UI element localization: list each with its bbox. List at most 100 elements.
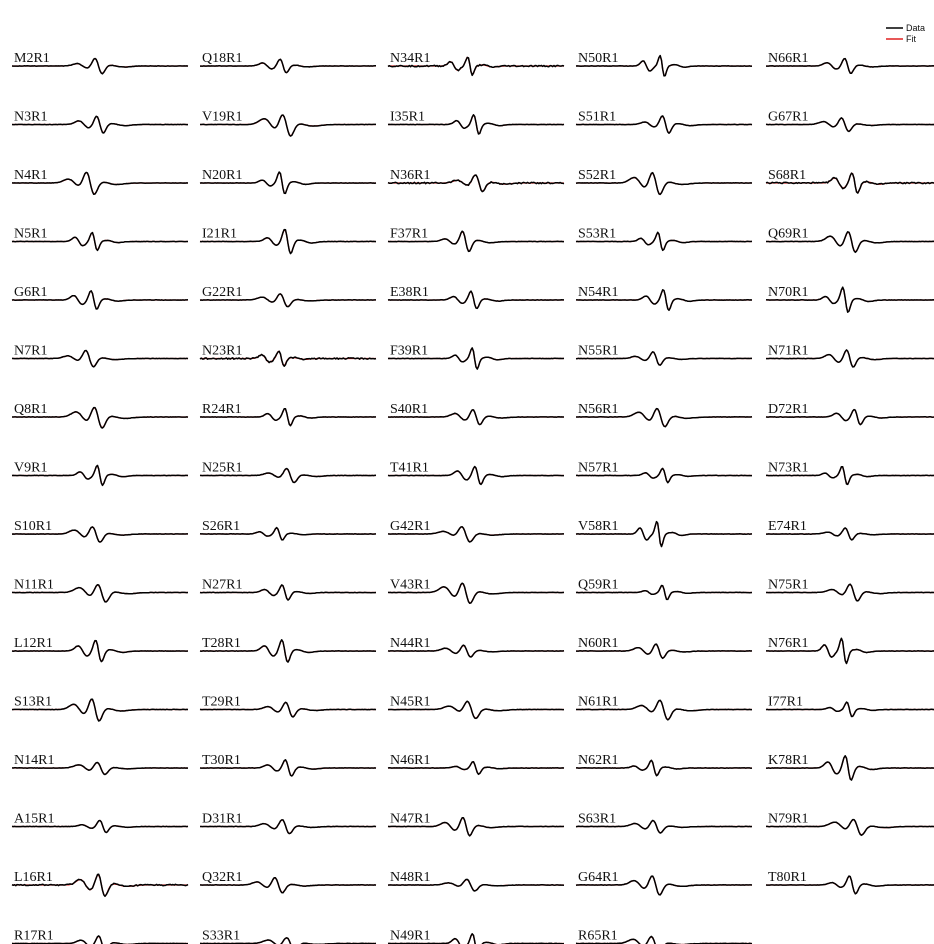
spectrum-label: N20R1 (202, 168, 242, 183)
data-trace (387, 700, 564, 720)
spectrum-label: S33R1 (202, 929, 240, 944)
spectrum-label: L12R1 (14, 636, 53, 651)
data-trace (199, 171, 377, 195)
spectrum-label: K78R1 (768, 753, 808, 768)
spectrum-label: N14R1 (14, 753, 54, 768)
data-trace (766, 637, 934, 665)
data-trace (576, 643, 753, 660)
spectrum-label: N44R1 (390, 636, 430, 651)
data-trace (766, 818, 934, 837)
spectrum-label: N76R1 (768, 636, 808, 651)
spectrum-label: N5R1 (14, 227, 47, 242)
data-trace (11, 349, 189, 368)
spectrum-label: N46R1 (390, 753, 430, 768)
data-trace (766, 583, 934, 602)
data-trace (11, 526, 188, 543)
data-trace (11, 171, 189, 196)
spectrum-label: G67R1 (768, 110, 808, 125)
data-trace (11, 873, 189, 898)
data-trace (765, 286, 934, 313)
spectrum-label: N49R1 (390, 929, 430, 944)
data-trace (765, 755, 934, 781)
spectrum-label: D31R1 (202, 812, 242, 827)
data-trace (576, 699, 752, 721)
spectrum-label: T41R1 (390, 461, 429, 476)
spectrum-label: N66R1 (768, 51, 808, 66)
spectrum-label: N11R1 (14, 578, 54, 593)
data-trace (576, 289, 753, 312)
spectrum-label: M2R1 (14, 51, 50, 66)
spectrum-label: T30R1 (202, 753, 241, 768)
legend: Data Fit (886, 23, 925, 44)
data-trace (199, 408, 377, 427)
data-trace (765, 701, 934, 718)
data-trace (199, 639, 377, 663)
spectrum-label: Q32R1 (202, 870, 242, 885)
data-trace (576, 467, 752, 484)
legend-data-label: Data (906, 23, 925, 33)
spectrum-label: A15R1 (14, 812, 54, 827)
spectrum-label: N45R1 (390, 695, 430, 710)
data-trace (575, 115, 753, 134)
data-trace (575, 875, 753, 896)
data-trace (765, 408, 934, 426)
data-trace (199, 759, 377, 777)
data-trace (387, 526, 564, 543)
spectrum-label: D72R1 (768, 402, 808, 417)
spectrum-label: N57R1 (578, 461, 618, 476)
spectrum-label: R24R1 (202, 402, 242, 417)
spectrum-label: S13R1 (14, 695, 52, 710)
spectrum-label: T29R1 (202, 695, 241, 710)
spectrum-label: N27R1 (202, 578, 242, 593)
spectrum-label: G22R1 (202, 285, 242, 300)
spectrum-label: N56R1 (578, 402, 618, 417)
spectrum-label: V9R1 (14, 461, 47, 476)
spectrum-label: G42R1 (390, 519, 430, 534)
spectrum-label: S26R1 (202, 519, 240, 534)
spectrum-label: N3R1 (14, 110, 47, 125)
data-trace (11, 115, 188, 134)
spectrum-label: V58R1 (578, 519, 618, 534)
spectra-panels: M2R1 N3R1 N4R1 N5R1 G6R1 N7R1 Q8R1 V9R1 S10R1 N11… (11, 51, 934, 944)
spectrum-label: R17R1 (14, 929, 54, 944)
spectrum-label: R65R1 (578, 929, 618, 944)
spectrum-label: T80R1 (768, 870, 807, 885)
data-trace (766, 465, 934, 486)
spectrum-label: Q69R1 (768, 227, 808, 242)
spectrum-label: I35R1 (390, 110, 425, 125)
spectrum-label: N34R1 (390, 51, 430, 66)
data-trace (765, 172, 934, 194)
spectrum-label: N48R1 (390, 870, 430, 885)
data-trace (199, 293, 376, 308)
data-trace (575, 584, 753, 601)
data-trace (765, 117, 934, 133)
data-trace (11, 639, 189, 663)
spectrum-label: E38R1 (390, 285, 429, 300)
data-trace (765, 875, 934, 895)
legend-fit-label: Fit (906, 34, 916, 44)
data-trace (199, 350, 377, 367)
data-trace (11, 698, 189, 722)
data-trace (576, 407, 753, 428)
spectrum-label: N23R1 (202, 344, 242, 359)
spectrum-label: S10R1 (14, 519, 52, 534)
spectrum-label: S40R1 (390, 402, 428, 417)
data-trace (766, 527, 934, 541)
spectrum-label: V19R1 (202, 110, 242, 125)
data-trace (575, 520, 753, 548)
spectrum-label: N25R1 (202, 461, 242, 476)
data-trace (387, 347, 565, 370)
data-trace (387, 230, 564, 253)
spectrum-label: N55R1 (578, 344, 618, 359)
data-trace (199, 876, 377, 894)
spectrum-label: N73R1 (768, 461, 808, 476)
data-trace (387, 878, 565, 892)
spectrum-label: V43R1 (390, 578, 430, 593)
spectrum-label: I77R1 (768, 695, 803, 710)
spectrum-label: G64R1 (578, 870, 618, 885)
spectrum-label: L16R1 (14, 870, 53, 885)
data-trace (387, 56, 565, 77)
data-trace (576, 759, 753, 777)
data-trace (200, 58, 376, 74)
